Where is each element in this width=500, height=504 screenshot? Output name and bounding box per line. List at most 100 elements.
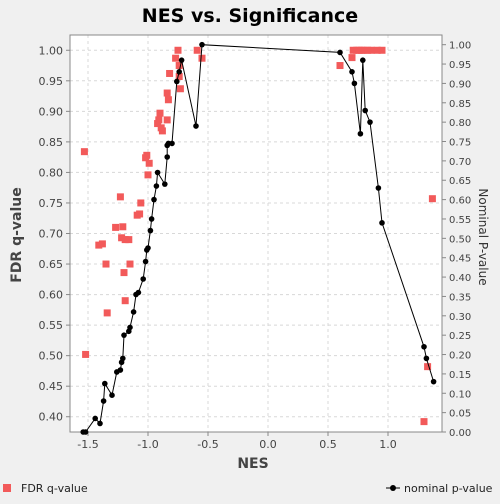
y-tick-label: 0.45 — [39, 380, 64, 393]
pvalue-point — [97, 420, 103, 427]
pvalue-point — [147, 227, 154, 234]
pvalue-point — [367, 119, 373, 125]
fdr-point — [125, 236, 133, 244]
fdr-point — [119, 223, 127, 231]
fdr-point — [143, 151, 151, 159]
pvalue-point — [169, 140, 175, 147]
fdr-point — [373, 46, 381, 54]
legend-label-fdr: FDR q-value — [21, 482, 88, 495]
fdr-point — [136, 210, 144, 218]
y2-tick-label: 0.00 — [449, 428, 471, 439]
fdr-point — [174, 46, 182, 54]
fdr-point — [336, 62, 344, 70]
fdr-point — [367, 46, 375, 54]
y2-tick-label: 0.85 — [449, 99, 471, 110]
y-tick-label: 0.70 — [39, 228, 64, 241]
pvalue-point — [162, 181, 168, 187]
legend-marker-fdr — [3, 484, 11, 492]
fdr-point — [176, 85, 184, 93]
y2-tick-label: 0.55 — [449, 215, 471, 226]
x-tick-label: -1.5 — [77, 438, 98, 451]
fdr-point — [428, 195, 436, 203]
fdr-point — [82, 350, 90, 358]
y-tick-label: 0.90 — [39, 105, 64, 118]
pvalue-point — [351, 80, 358, 87]
fdr-point — [80, 148, 88, 156]
fdr-point — [163, 116, 171, 124]
y-tick-label: 0.75 — [39, 197, 64, 210]
chart-title: NES vs. Significance — [142, 5, 358, 27]
plot-frame — [69, 34, 443, 433]
y2-tick-label: 0.65 — [449, 176, 471, 187]
fdr-point — [193, 46, 201, 54]
fdr-point — [163, 89, 171, 97]
fdr-point — [144, 171, 152, 179]
y-tick-label: 1.00 — [39, 44, 64, 57]
y-tick-label: 0.50 — [39, 350, 64, 363]
y-tick-label: 0.55 — [39, 319, 64, 332]
fdr-point — [424, 363, 432, 371]
pvalue-point — [82, 429, 89, 435]
y2-tick-label: 0.05 — [449, 409, 471, 420]
y2-tick-label: 0.75 — [449, 138, 471, 149]
y2-tick-label: 0.70 — [449, 157, 471, 168]
fdr-point — [164, 96, 172, 104]
legend-label-pvalue: nominal p-value — [404, 482, 493, 495]
fdr-point — [98, 240, 106, 248]
fdr-point — [360, 46, 368, 54]
y2-tick-label: 0.20 — [449, 351, 471, 362]
x-axis-label: NES — [237, 456, 268, 472]
fdr-point — [137, 199, 145, 207]
pvalue-point — [164, 154, 170, 160]
pvalue-point — [379, 220, 385, 226]
pvalue-point — [375, 185, 382, 191]
pvalue-point — [109, 392, 115, 399]
y2-tick-label: 0.80 — [449, 118, 471, 129]
y2-tick-label: 0.15 — [449, 370, 471, 381]
fdr-point — [154, 120, 162, 128]
pvalue-point — [100, 398, 107, 404]
pvalue-point — [145, 245, 151, 251]
pvalue-point — [130, 309, 137, 315]
y2-tick-label: 0.95 — [449, 60, 471, 71]
fdr-point — [102, 260, 110, 268]
pvalue-point — [121, 332, 127, 338]
y-tick-label: 0.60 — [39, 289, 64, 302]
fdr-point — [120, 269, 128, 277]
pvalue-point — [148, 216, 155, 222]
pvalue-point — [127, 324, 133, 331]
fdr-point — [348, 54, 356, 62]
pvalue-point — [430, 378, 437, 385]
fdr-point — [420, 418, 428, 426]
fdr-point — [145, 159, 153, 167]
y2-tick-label: 0.60 — [449, 196, 471, 207]
plot-area: 0.40 0.45 0.50 0.55 0.60 0.65 0.70 0.75 0.80 0.85… — [39, 34, 471, 451]
y2-tick-label: 0.10 — [449, 389, 471, 400]
fdr-point — [166, 69, 174, 77]
pvalue-point — [120, 355, 126, 362]
x-tick-label: 0.0 — [259, 438, 277, 451]
pvalue-point — [151, 196, 157, 203]
y-tick-label: 0.85 — [39, 136, 64, 149]
fdr-point — [155, 116, 163, 124]
x-tick-label: -1.0 — [137, 438, 158, 451]
y2-axis-label: Nominal P-value — [476, 188, 490, 285]
x-tick-label: -0.5 — [197, 438, 218, 451]
y2-tick-label: 0.45 — [449, 254, 471, 265]
fdr-point — [103, 309, 111, 317]
legend: FDR q-value nominal p-value — [3, 482, 493, 495]
fdr-point — [172, 54, 180, 62]
y2-tick-label: 0.40 — [449, 273, 471, 284]
pvalue-point — [199, 41, 205, 48]
pvalue-point — [357, 130, 364, 137]
fdr-point — [112, 223, 120, 231]
y2-tick-label: 0.30 — [449, 312, 471, 323]
pvalue-point — [174, 78, 180, 85]
fdr-point — [95, 241, 103, 249]
pvalue-point — [102, 380, 108, 387]
pvalue-point — [154, 169, 161, 176]
fdr-point — [126, 260, 134, 268]
pvalue-point — [178, 57, 185, 63]
fdr-point — [175, 62, 183, 70]
